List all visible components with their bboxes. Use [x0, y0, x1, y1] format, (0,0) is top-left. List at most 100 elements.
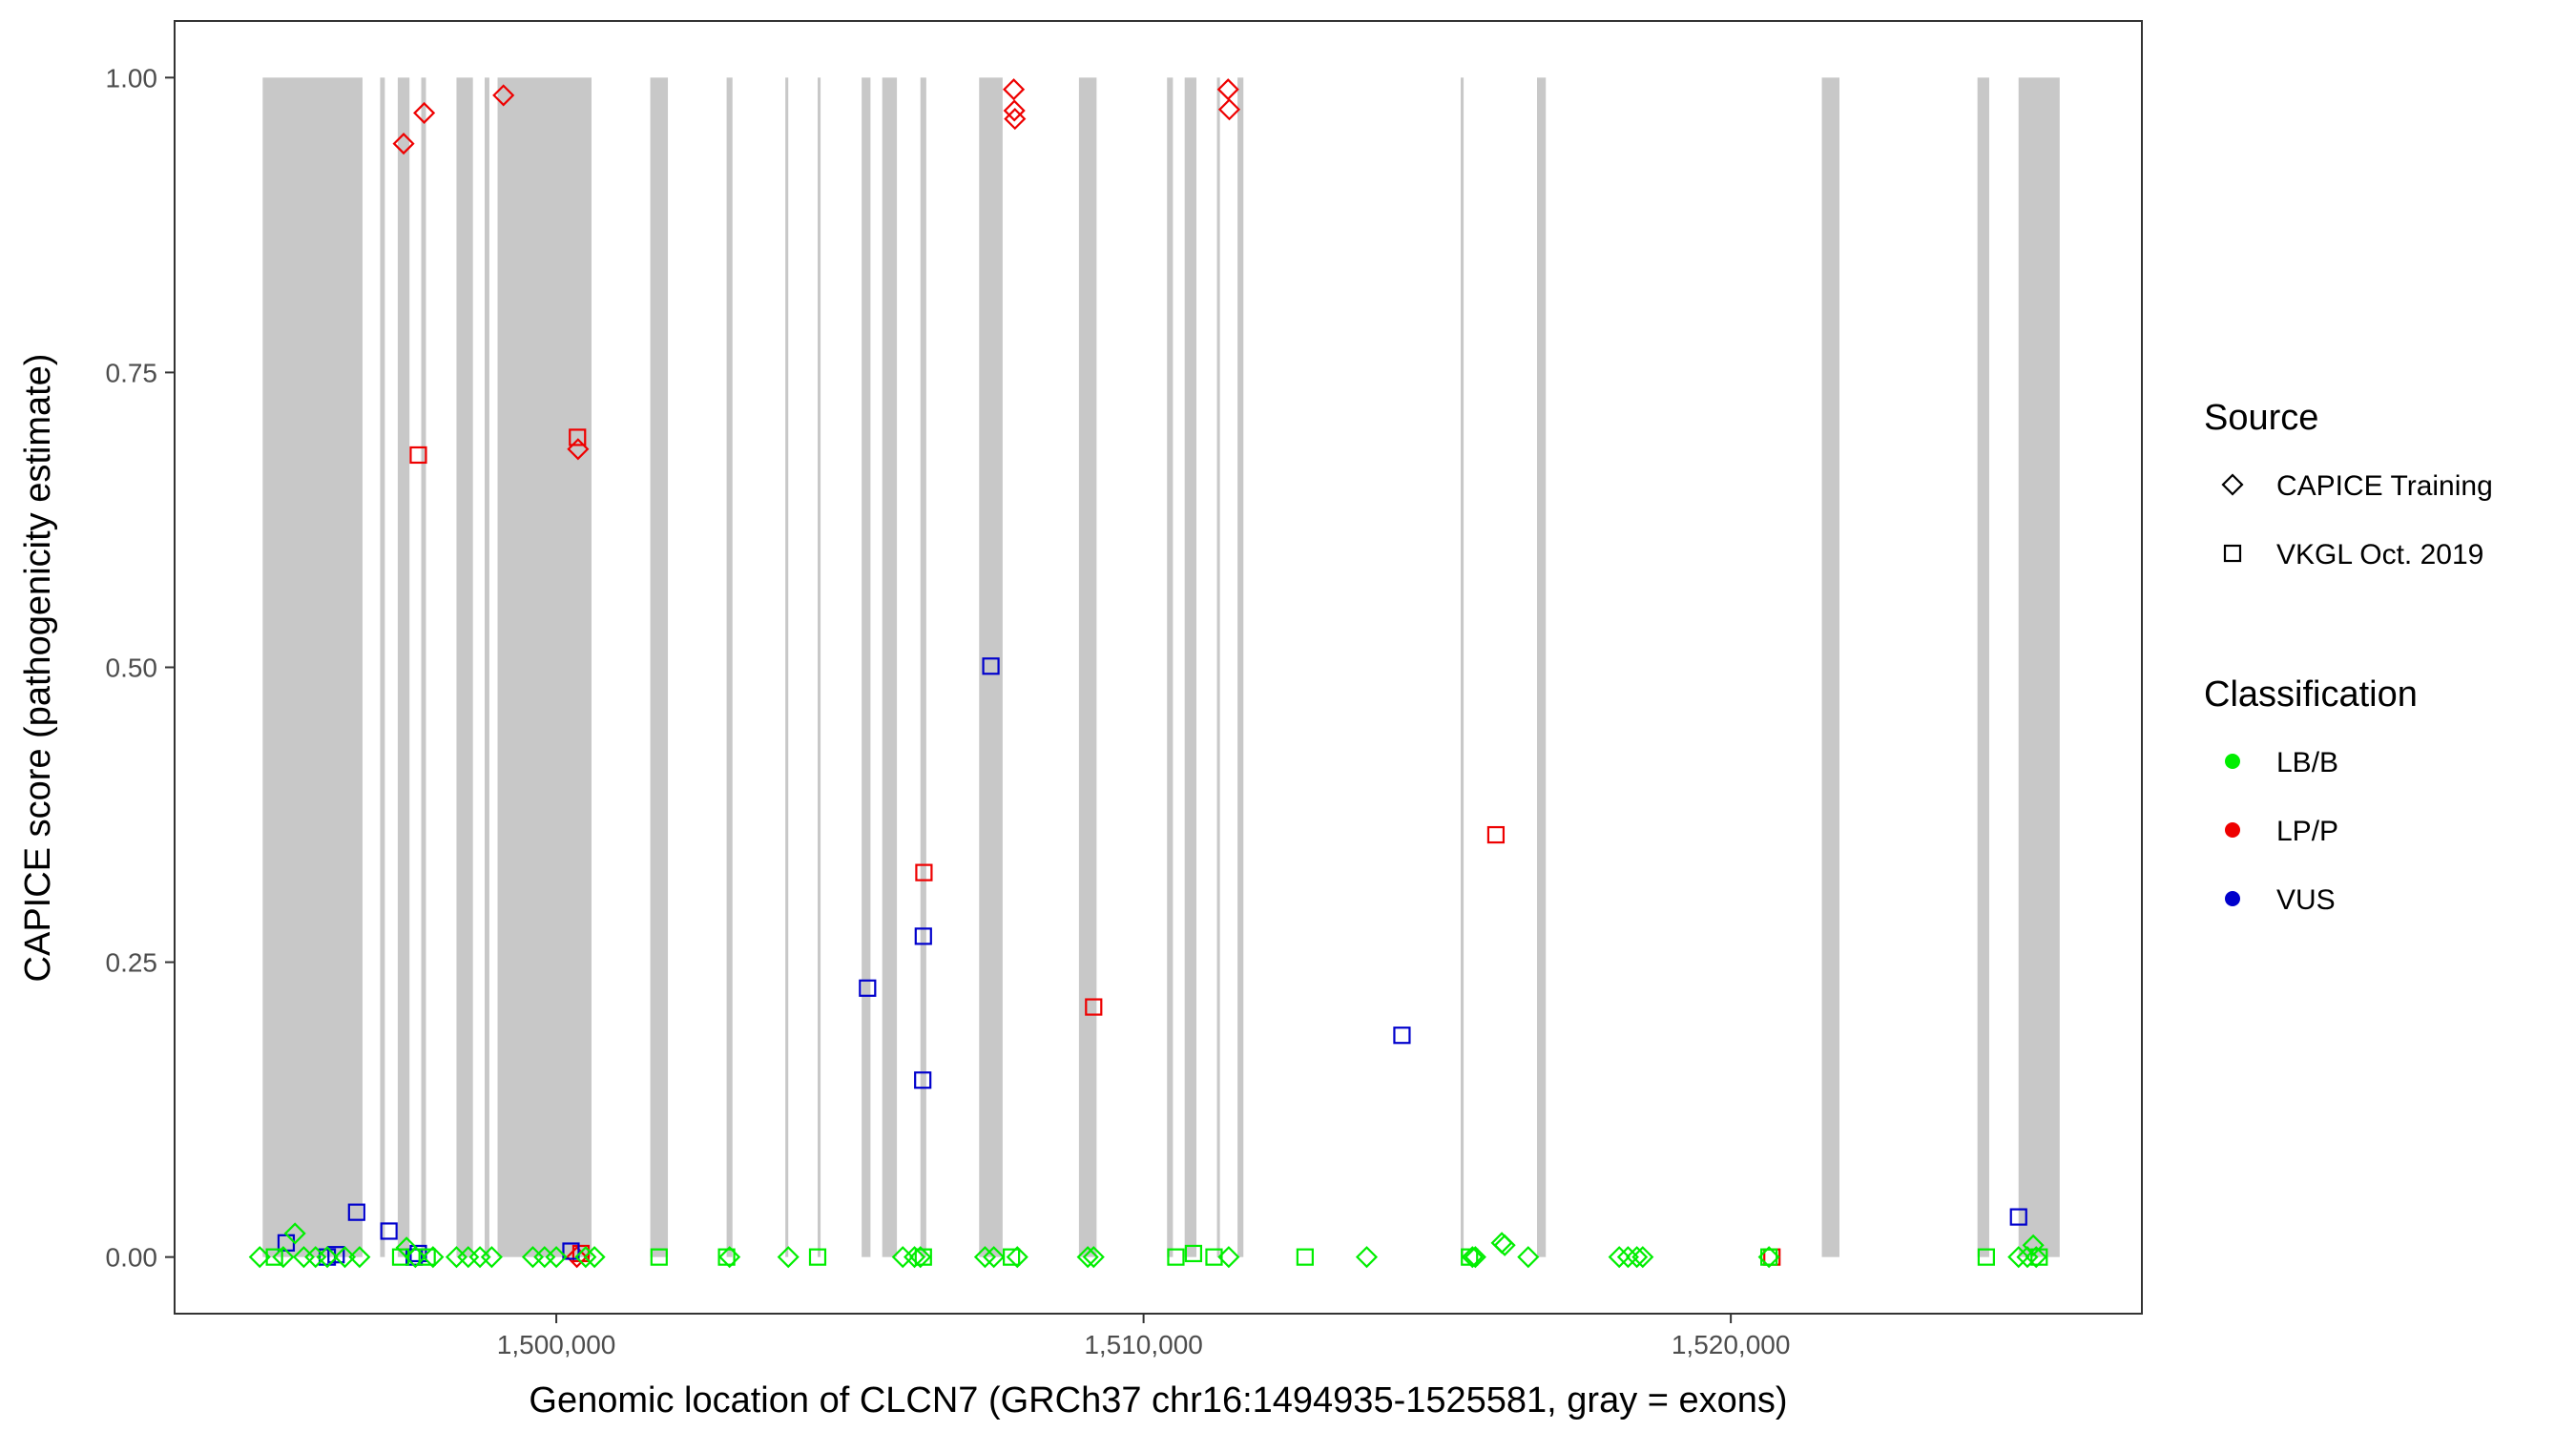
data-point: [1616, 1246, 1639, 1269]
source-legend-label: VKGL Oct. 2019: [2276, 539, 2483, 570]
exon-band: [2018, 77, 2060, 1257]
data-point: [777, 1246, 800, 1269]
data-point: [1461, 1248, 1479, 1266]
exon-band: [1977, 77, 1989, 1257]
data-point: [545, 1246, 568, 1269]
data-point: [2030, 1248, 2048, 1266]
data-point: [392, 133, 415, 156]
legend-key-dot: [2225, 822, 2240, 838]
data-point: [1216, 78, 1239, 101]
data-point: [1461, 1246, 1484, 1269]
data-point: [1608, 1246, 1631, 1269]
data-point: [409, 446, 427, 465]
data-point: [2022, 1234, 2045, 1256]
source-legend-title: Source: [2204, 398, 2318, 438]
data-point: [914, 927, 932, 945]
data-point: [1003, 99, 1026, 122]
data-point: [1082, 1246, 1105, 1269]
exon-band: [1460, 77, 1465, 1257]
exon-band: [497, 77, 592, 1257]
data-point: [1355, 1246, 1379, 1269]
data-point: [316, 1246, 339, 1269]
data-point: [1296, 1248, 1314, 1266]
data-point: [1167, 1248, 1185, 1266]
data-point: [347, 1203, 365, 1221]
data-point: [1003, 1248, 1021, 1266]
data-point: [982, 657, 1000, 675]
data-point: [914, 1248, 932, 1266]
data-point: [1076, 1246, 1099, 1269]
data-point: [422, 1246, 445, 1269]
source-legend-label: CAPICE Training: [2276, 470, 2493, 502]
data-point: [2025, 1246, 2047, 1269]
data-point: [1205, 1248, 1223, 1266]
x-tick-label: 1,500,000: [497, 1330, 616, 1359]
data-point: [909, 1246, 932, 1269]
exon-band: [862, 77, 871, 1257]
data-point: [327, 1246, 345, 1264]
data-point: [492, 84, 515, 107]
data-point: [283, 1222, 306, 1245]
data-point: [1217, 98, 1241, 121]
exon-band: [380, 77, 385, 1257]
exon-band: [1216, 77, 1220, 1257]
data-point: [1486, 825, 1506, 844]
legend: Source CAPICE Training VKGL Oct. 2019 Class…: [2204, 398, 2493, 916]
data-point: [717, 1248, 736, 1266]
data-point: [1003, 78, 1026, 101]
classification-legend-label: VUS: [2276, 884, 2336, 916]
data-point: [1006, 1246, 1028, 1269]
data-point: [718, 1246, 741, 1269]
exon-band: [920, 77, 926, 1257]
data-point: [1760, 1248, 1778, 1266]
data-point: [808, 1248, 827, 1266]
exon-band: [456, 77, 473, 1257]
data-point: [391, 1248, 410, 1266]
exon-band: [421, 77, 426, 1257]
data-point: [1631, 1246, 1654, 1269]
data-point: [1757, 1246, 1780, 1269]
data-point: [973, 1246, 996, 1269]
data-point: [650, 1248, 668, 1266]
exon-regions: [262, 77, 2060, 1257]
legend-key-square: [2223, 544, 2242, 563]
exon-band: [882, 77, 898, 1257]
data-point: [1184, 1244, 1203, 1263]
data-point: [333, 1246, 357, 1269]
data-point: [272, 1246, 295, 1269]
legend-key-dot: [2225, 891, 2240, 906]
legend-key-diamond: [2221, 473, 2244, 496]
data-point: [418, 1248, 436, 1266]
data-point: [348, 1246, 371, 1269]
y-axis: 0.00 0.25 0.50 0.75 1.00: [106, 63, 175, 1273]
exon-band: [1821, 77, 1840, 1257]
classification-legend-label: LP/P: [2276, 816, 2338, 847]
exon-band: [397, 77, 410, 1257]
exon-band: [726, 77, 733, 1257]
classification-legend-title: Classification: [2204, 674, 2418, 715]
classification-legend-label: LB/B: [2276, 747, 2338, 778]
data-point: [574, 1246, 597, 1269]
x-tick-label: 1,520,000: [1672, 1330, 1791, 1359]
data-point: [1517, 1246, 1540, 1269]
exon-band: [1537, 77, 1547, 1257]
x-tick-label: 1,510,000: [1084, 1330, 1203, 1359]
data-point: [380, 1222, 398, 1240]
data-point: [859, 979, 877, 997]
data-point: [265, 1248, 283, 1266]
data-point: [583, 1246, 606, 1269]
data-point: [1004, 108, 1027, 131]
y-axis-title: CAPICE score (pathogenicity estimate): [18, 354, 58, 983]
x-axis-title: Genomic location of CLCN7 (GRCh37 chr16:…: [529, 1380, 1787, 1421]
data-point: [569, 428, 587, 446]
data-point: [1393, 1027, 1411, 1045]
data-point: [1464, 1246, 1486, 1269]
exon-band: [1078, 77, 1097, 1257]
data-point: [904, 1246, 926, 1269]
legend-key-dot: [2225, 754, 2240, 769]
data-point: [1493, 1234, 1516, 1256]
exon-band: [785, 77, 789, 1257]
data-point: [480, 1246, 503, 1269]
y-tick-label: 0.25: [106, 948, 158, 978]
